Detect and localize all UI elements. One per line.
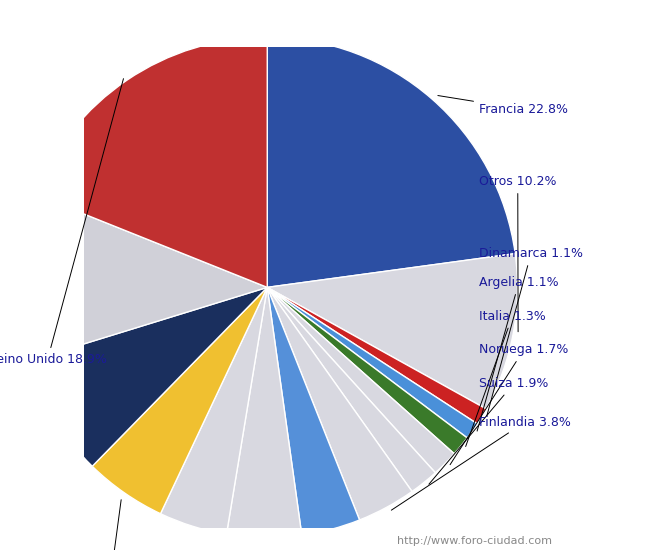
Text: Bélgica 4.8%: Bélgica 4.8%: [0, 549, 1, 550]
Text: Finlandia 3.8%: Finlandia 3.8%: [391, 416, 571, 510]
Text: Francia 22.8%: Francia 22.8%: [438, 96, 568, 116]
Wedge shape: [267, 287, 454, 473]
Text: Alemania 5.3%: Alemania 5.3%: [51, 500, 146, 550]
Text: Mutxamel - Turistas extranjeros según país - Abril de 2024: Mutxamel - Turistas extranjeros según pa…: [90, 15, 560, 31]
Wedge shape: [267, 287, 467, 454]
Wedge shape: [267, 37, 515, 287]
Text: Dinamarca 1.1%: Dinamarca 1.1%: [479, 247, 583, 416]
Text: Países Bajos 7.9%: Países Bajos 7.9%: [0, 549, 1, 550]
Text: Suiza 1.9%: Suiza 1.9%: [429, 377, 549, 484]
Wedge shape: [267, 287, 436, 492]
Text: Argelia 1.1%: Argelia 1.1%: [477, 276, 558, 431]
Text: Suecia 10.8%: Suecia 10.8%: [0, 549, 1, 550]
Wedge shape: [92, 287, 267, 514]
Wedge shape: [267, 254, 517, 409]
Text: Reino Unido 18.9%: Reino Unido 18.9%: [0, 79, 124, 366]
Wedge shape: [267, 287, 359, 535]
Text: Otros 10.2%: Otros 10.2%: [479, 175, 556, 332]
Text: http://www.foro-ciudad.com: http://www.foro-ciudad.com: [397, 536, 552, 546]
Wedge shape: [17, 194, 267, 361]
Wedge shape: [267, 287, 412, 520]
Text: Polonia 4.4%: Polonia 4.4%: [0, 549, 1, 550]
Wedge shape: [161, 287, 267, 534]
Text: Austria 3.8%: Austria 3.8%: [0, 549, 1, 550]
Text: Noruega 1.7%: Noruega 1.7%: [450, 343, 568, 465]
Wedge shape: [267, 287, 477, 438]
Wedge shape: [267, 287, 486, 424]
Wedge shape: [35, 37, 267, 287]
Wedge shape: [28, 287, 267, 466]
Wedge shape: [226, 287, 302, 537]
Text: Italia 1.3%: Italia 1.3%: [465, 310, 546, 447]
